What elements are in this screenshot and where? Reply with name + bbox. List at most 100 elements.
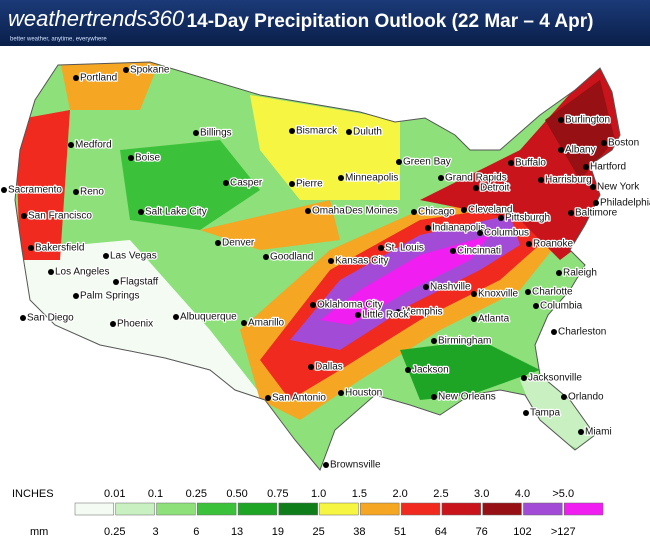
city-dot <box>241 320 247 326</box>
legend-swatch <box>156 502 196 516</box>
city-dot <box>338 175 344 181</box>
city-label: Miami <box>585 427 612 438</box>
legend-inches-title: INCHES <box>12 488 54 500</box>
city-label: Boston <box>608 138 639 149</box>
legend-mm-label: 38 <box>353 526 365 538</box>
legend-mm-label: 19 <box>272 526 284 538</box>
city-label: Nashville <box>430 282 471 293</box>
city-label: Cleveland <box>468 205 512 216</box>
city-dot <box>103 253 109 259</box>
city-label: Albany <box>565 145 596 156</box>
legend-mm-label: 64 <box>435 526 447 538</box>
legend-inches-label: 0.50 <box>226 488 247 500</box>
city-dot <box>308 364 314 370</box>
city-label: Medford <box>75 140 112 151</box>
city-dot <box>123 67 129 73</box>
city-label: New York <box>597 182 640 193</box>
city-label: Oklahoma City <box>317 300 383 311</box>
city-dot <box>73 189 79 195</box>
city-label: Palm Springs <box>80 291 139 302</box>
tagline: better weather, anytime, everywhere <box>10 37 107 43</box>
city-dot <box>128 155 134 161</box>
city-label: Jackson <box>412 365 449 376</box>
city-dot <box>431 338 437 344</box>
city-dot <box>173 314 179 320</box>
city-dot <box>138 209 144 215</box>
city-dot <box>28 245 34 251</box>
city-label: Flagstaff <box>120 277 158 288</box>
legend-swatch <box>441 502 481 516</box>
city-dot <box>328 258 334 264</box>
legend-swatch <box>278 502 318 516</box>
city-dot <box>477 230 483 236</box>
city-dot <box>289 181 295 187</box>
city-dot <box>396 159 402 165</box>
city-dot <box>395 309 401 315</box>
city-label: Grand Rapids <box>445 173 507 184</box>
city-label: Reno <box>80 187 104 198</box>
city-label: Philadelphia <box>600 198 650 209</box>
city-dot <box>473 185 479 191</box>
city-label: Pierre <box>296 179 323 190</box>
city-dot <box>578 429 584 435</box>
city-label: Tampa <box>530 408 560 419</box>
city-dot <box>346 129 352 135</box>
legend-mm-label: 6 <box>193 526 199 538</box>
city-label: Salt Lake City <box>145 207 207 218</box>
city-dot <box>223 180 229 186</box>
city-label: Houston <box>345 388 382 399</box>
city-label: Detroit <box>480 183 510 194</box>
city-dot <box>556 270 562 276</box>
legend-inches-label: 2.5 <box>433 488 448 500</box>
city-label: Buffalo <box>515 158 546 169</box>
city-dot <box>378 245 384 251</box>
city-dot <box>215 240 221 246</box>
city-label: Hartford <box>590 162 626 173</box>
city-label: Bismarck <box>296 126 338 137</box>
city-dot <box>471 291 477 297</box>
city-dot <box>425 225 431 231</box>
legend-inches-label: 0.01 <box>104 488 125 500</box>
city-dot <box>305 208 311 214</box>
city-dot <box>461 207 467 213</box>
legend-swatch <box>400 502 441 516</box>
city-dot <box>590 184 596 190</box>
city-label: Sacramento <box>8 185 62 196</box>
city-dot <box>263 254 269 260</box>
city-label: Billings <box>200 128 232 139</box>
city-label: Memphis <box>402 307 443 318</box>
city-label: Phoenix <box>117 319 153 330</box>
city-label: Orlando <box>568 392 604 403</box>
city-label: Charlotte <box>532 287 573 298</box>
city-dot <box>310 302 316 308</box>
city-dot <box>551 329 557 335</box>
legend-inches-label: 1.0 <box>311 488 326 500</box>
city-dot <box>508 160 514 166</box>
legend-inches-label: 0.25 <box>186 488 207 500</box>
city-label: Duluth <box>353 127 382 138</box>
legend-swatch <box>482 502 522 516</box>
city-dot <box>593 200 599 206</box>
city-label: Dallas <box>315 362 343 373</box>
city-label: Green Bay <box>403 157 451 168</box>
city-label: San Antonio <box>272 393 326 404</box>
city-label: Albuquerque <box>180 312 237 323</box>
city-label: Knoxville <box>478 289 518 300</box>
city-dot <box>431 394 437 400</box>
city-dot <box>48 269 54 275</box>
legend-mm-label: 76 <box>476 526 488 538</box>
city-label: Birmingham <box>438 336 491 347</box>
legend-swatch <box>523 502 563 516</box>
city-label: Des Moines <box>345 206 398 217</box>
city-dot <box>558 117 564 123</box>
legend-mm-label: >127 <box>551 526 576 538</box>
city-label: Las Vegas <box>110 251 157 262</box>
city-label: Brownsville <box>330 460 381 471</box>
city-label: San Francisco <box>28 211 92 222</box>
legend-mm-label: 102 <box>513 526 531 538</box>
city-label: Goodland <box>270 252 313 263</box>
legend-swatch <box>360 502 400 516</box>
city-label: Columbus <box>484 228 529 239</box>
city-label: Atlanta <box>478 314 510 325</box>
city-dot <box>73 293 79 299</box>
